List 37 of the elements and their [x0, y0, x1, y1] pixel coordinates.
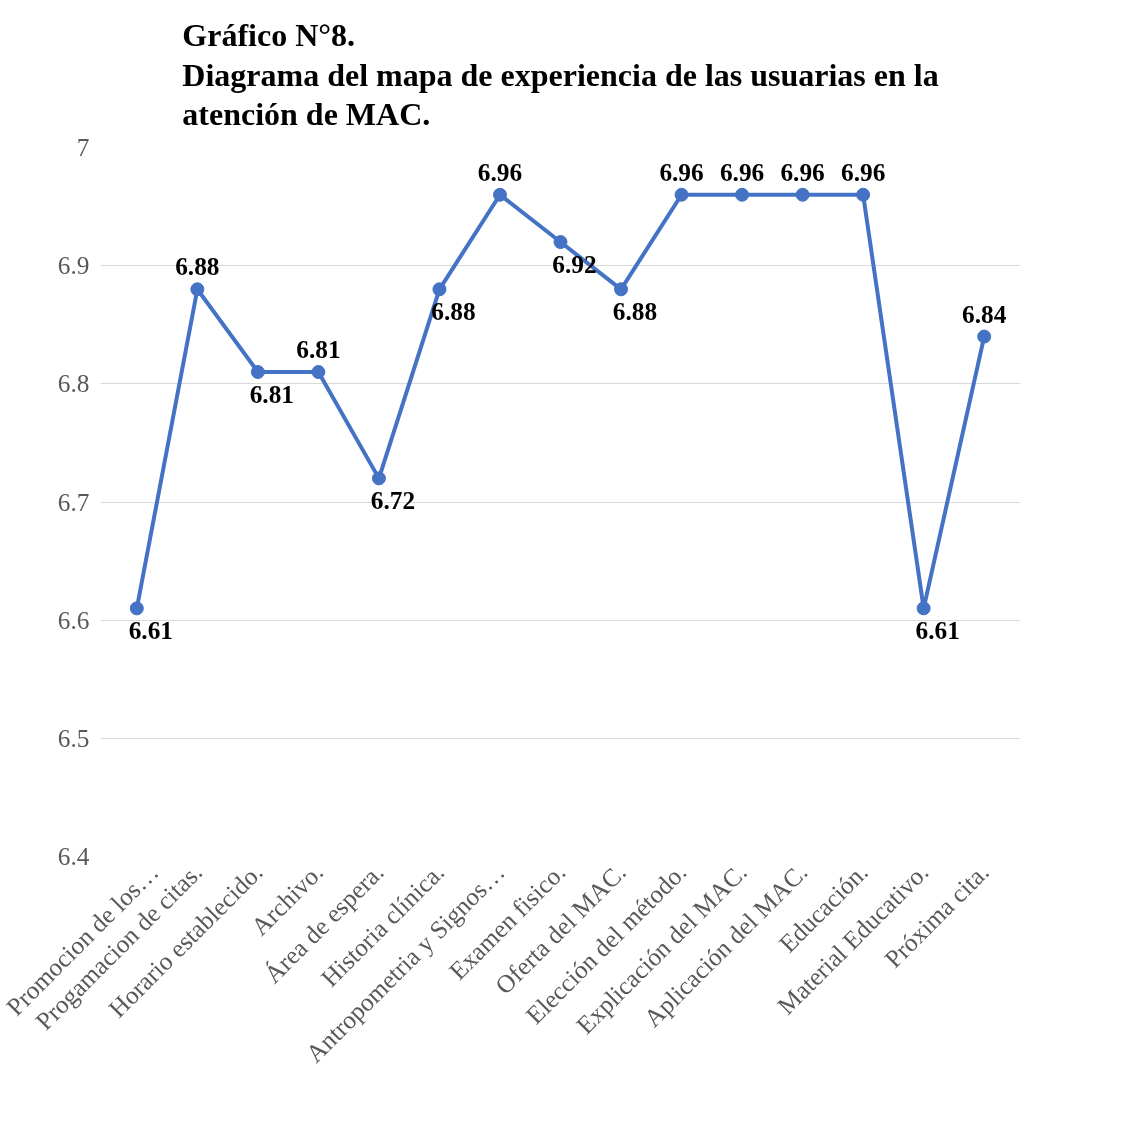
point: [674, 187, 689, 202]
point: [492, 187, 507, 202]
data-label: 6.96: [477, 157, 523, 186]
y-tick-label: 7: [76, 133, 90, 161]
data-label: 6.88: [612, 297, 658, 326]
point: [432, 282, 447, 297]
data-label: 6.61: [128, 616, 173, 645]
point: [977, 329, 992, 344]
y-tick-label: 6.5: [57, 723, 90, 752]
data-label: 6.84: [962, 299, 1007, 328]
point: [795, 187, 810, 202]
y-tick-label: 6.6: [57, 605, 90, 634]
point: [190, 282, 205, 297]
data-label: 6.72: [370, 486, 416, 515]
data-label: 6.88: [431, 297, 476, 326]
point: [129, 601, 144, 616]
point: [856, 187, 871, 202]
y-tick-label: 6.9: [57, 251, 90, 280]
data-label: 6.81: [249, 380, 295, 409]
y-tick-label: 6.7: [57, 487, 90, 516]
data-label: 6.96: [780, 157, 825, 186]
point: [250, 365, 265, 379]
point: [311, 365, 326, 379]
data-label: 6.96: [719, 157, 765, 186]
point: [371, 471, 386, 486]
data-label: 6.96: [840, 157, 886, 186]
data-label: 6.88: [175, 252, 220, 281]
data-label: 6.96: [659, 157, 704, 186]
data-label: 6.81: [296, 335, 341, 364]
point: [614, 282, 629, 297]
point: [553, 235, 568, 250]
point: [735, 187, 750, 202]
data-label: 6.61: [915, 616, 960, 645]
y-tick-label: 6.4: [57, 842, 90, 870]
y-tick-label: 6.8: [57, 369, 90, 398]
point: [916, 601, 931, 616]
chart-title: Gráfico N°8. Diagrama del mapa de experiencia de las usuarias en la atención de MAC.: [182, 17, 939, 133]
